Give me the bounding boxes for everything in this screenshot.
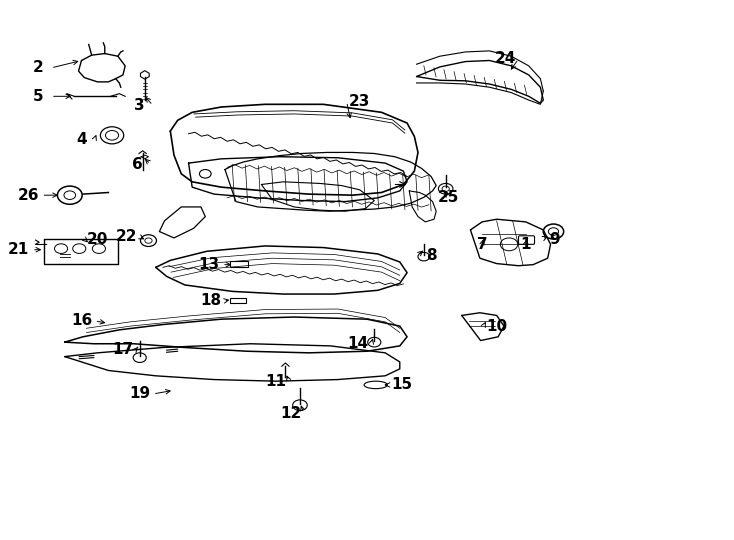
Text: 4: 4 <box>76 132 87 146</box>
Text: 18: 18 <box>200 294 221 308</box>
Text: 12: 12 <box>280 406 301 421</box>
Text: 6: 6 <box>132 157 143 172</box>
Text: 25: 25 <box>438 190 459 205</box>
Text: 26: 26 <box>18 188 39 202</box>
Bar <box>230 298 246 303</box>
Text: 19: 19 <box>129 387 150 402</box>
Text: 23: 23 <box>349 94 371 109</box>
Text: 3: 3 <box>134 98 145 113</box>
Text: 13: 13 <box>198 257 219 272</box>
Text: 8: 8 <box>426 247 437 262</box>
Text: 1: 1 <box>520 237 531 252</box>
Bar <box>230 261 248 267</box>
Text: 7: 7 <box>477 237 487 252</box>
Text: 10: 10 <box>486 319 507 334</box>
Text: 22: 22 <box>116 230 137 245</box>
Text: 11: 11 <box>266 374 286 389</box>
Text: 16: 16 <box>70 313 92 328</box>
Text: 14: 14 <box>348 336 368 351</box>
Text: 2: 2 <box>32 60 43 76</box>
Text: 20: 20 <box>87 232 108 246</box>
Text: 9: 9 <box>550 232 560 246</box>
Text: 21: 21 <box>8 242 29 257</box>
Text: 15: 15 <box>391 377 413 393</box>
Text: 17: 17 <box>112 342 134 356</box>
Text: 24: 24 <box>495 51 516 66</box>
Text: 5: 5 <box>32 89 43 104</box>
